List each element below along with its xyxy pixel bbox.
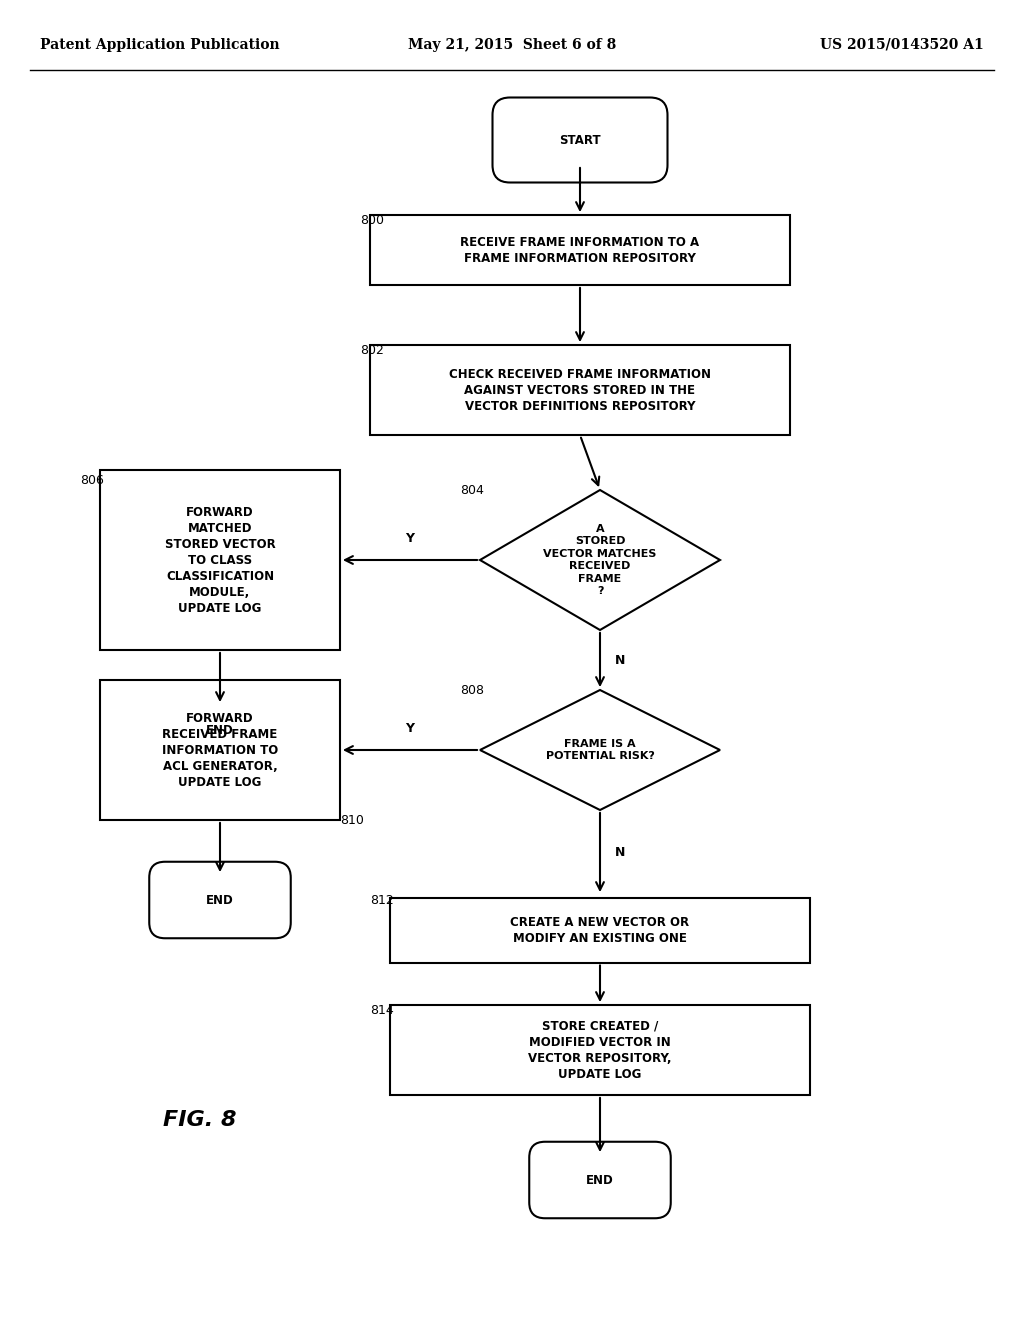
FancyBboxPatch shape: [370, 345, 790, 436]
Text: US 2015/0143520 A1: US 2015/0143520 A1: [820, 38, 984, 51]
Text: Y: Y: [406, 532, 415, 545]
Text: A
STORED
VECTOR MATCHES
RECEIVED
FRAME
?: A STORED VECTOR MATCHES RECEIVED FRAME ?: [544, 524, 656, 597]
Text: 800: 800: [360, 214, 384, 227]
Text: END: END: [206, 723, 233, 737]
Text: 804: 804: [460, 483, 484, 496]
Text: Y: Y: [406, 722, 415, 735]
Text: 802: 802: [360, 343, 384, 356]
Text: 814: 814: [370, 1003, 394, 1016]
Polygon shape: [480, 690, 720, 810]
Text: CREATE A NEW VECTOR OR
MODIFY AN EXISTING ONE: CREATE A NEW VECTOR OR MODIFY AN EXISTIN…: [510, 916, 689, 945]
Text: N: N: [615, 846, 626, 859]
Text: N: N: [615, 653, 626, 667]
FancyBboxPatch shape: [150, 692, 291, 768]
Text: May 21, 2015  Sheet 6 of 8: May 21, 2015 Sheet 6 of 8: [408, 38, 616, 51]
FancyBboxPatch shape: [100, 680, 340, 820]
Text: START: START: [559, 133, 601, 147]
FancyBboxPatch shape: [390, 1005, 810, 1096]
FancyBboxPatch shape: [370, 215, 790, 285]
Text: FRAME IS A
POTENTIAL RISK?: FRAME IS A POTENTIAL RISK?: [546, 739, 654, 762]
Text: FORWARD
RECEIVED FRAME
INFORMATION TO
ACL GENERATOR,
UPDATE LOG: FORWARD RECEIVED FRAME INFORMATION TO AC…: [162, 711, 279, 788]
FancyBboxPatch shape: [529, 1142, 671, 1218]
Polygon shape: [480, 490, 720, 630]
Text: Patent Application Publication: Patent Application Publication: [40, 38, 280, 51]
Text: END: END: [206, 894, 233, 907]
FancyBboxPatch shape: [493, 98, 668, 182]
Text: STORE CREATED /
MODIFIED VECTOR IN
VECTOR REPOSITORY,
UPDATE LOG: STORE CREATED / MODIFIED VECTOR IN VECTO…: [528, 1019, 672, 1081]
FancyBboxPatch shape: [390, 898, 810, 962]
Text: FORWARD
MATCHED
STORED VECTOR
TO CLASS
CLASSIFICATION
MODULE,
UPDATE LOG: FORWARD MATCHED STORED VECTOR TO CLASS C…: [165, 506, 275, 615]
Text: RECEIVE FRAME INFORMATION TO A
FRAME INFORMATION REPOSITORY: RECEIVE FRAME INFORMATION TO A FRAME INF…: [461, 235, 699, 264]
Text: END: END: [586, 1173, 613, 1187]
FancyBboxPatch shape: [100, 470, 340, 649]
Text: 810: 810: [340, 813, 364, 826]
Text: FIG. 8: FIG. 8: [163, 1110, 237, 1130]
FancyBboxPatch shape: [150, 862, 291, 939]
Text: CHECK RECEIVED FRAME INFORMATION
AGAINST VECTORS STORED IN THE
VECTOR DEFINITION: CHECK RECEIVED FRAME INFORMATION AGAINST…: [449, 367, 711, 412]
Text: 808: 808: [460, 684, 484, 697]
Text: 812: 812: [370, 894, 394, 907]
Text: 806: 806: [80, 474, 103, 487]
